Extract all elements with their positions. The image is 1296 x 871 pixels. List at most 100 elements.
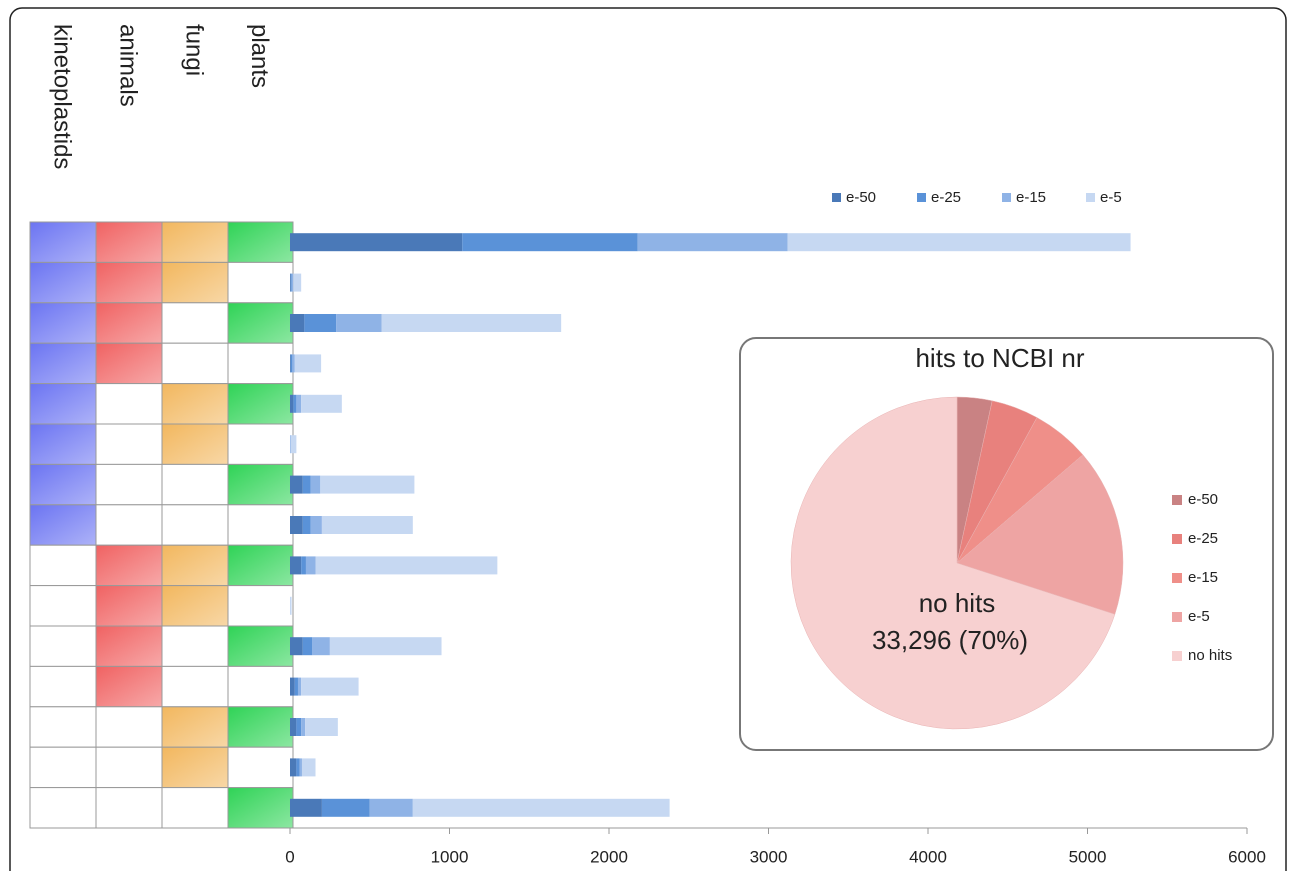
bar-segment xyxy=(291,273,294,292)
presence-cell xyxy=(161,625,229,667)
presence-cell xyxy=(29,787,97,829)
bar-segment xyxy=(381,314,562,332)
bar-segment xyxy=(301,394,342,413)
legend-label: e-25 xyxy=(931,189,961,206)
bar-segment xyxy=(787,233,1131,252)
legend-label: e-50 xyxy=(1188,491,1218,508)
presence-cell xyxy=(29,504,97,546)
bar-segment xyxy=(315,556,498,575)
pie-slice xyxy=(956,454,1124,615)
legend-label: e-5 xyxy=(1188,608,1210,625)
bar-segment xyxy=(290,354,291,373)
legend-label: e-15 xyxy=(1188,569,1218,586)
bar-segment xyxy=(310,516,322,534)
bar-segment xyxy=(290,435,291,454)
legend-swatch xyxy=(832,193,841,202)
slice-value-label: 33,296 (70%) xyxy=(872,625,1028,655)
column-label: kinetoplastids xyxy=(49,24,76,169)
bar-segment xyxy=(290,556,302,575)
presence-cell xyxy=(161,787,229,829)
presence-cell xyxy=(29,625,97,667)
presence-cell xyxy=(29,261,97,304)
presence-cell xyxy=(161,221,229,263)
presence-cell xyxy=(227,746,294,789)
bar-segment xyxy=(369,798,413,817)
bar-segment xyxy=(290,435,297,454)
bar-segment xyxy=(412,798,670,817)
presence-cell xyxy=(29,342,97,385)
presence-cell xyxy=(227,706,294,748)
bar-segment xyxy=(297,677,302,696)
presence-cell xyxy=(161,544,229,587)
presence-cell xyxy=(161,665,229,708)
bar-segment xyxy=(302,516,311,534)
presence-cell xyxy=(95,261,163,304)
presence-cell xyxy=(161,706,229,748)
bar-segment xyxy=(294,354,322,373)
slice-name: no hits xyxy=(919,588,996,618)
bar-segment xyxy=(336,314,382,332)
bar-segment xyxy=(296,394,302,413)
bar-segment xyxy=(312,637,330,656)
presence-cell xyxy=(161,423,229,465)
bar-segment xyxy=(290,314,305,332)
presence-cell xyxy=(227,625,294,667)
presence-cell xyxy=(227,423,294,465)
legend-label: e-5 xyxy=(1100,189,1122,206)
bar-segment xyxy=(290,677,295,696)
presence-cell xyxy=(29,585,97,627)
bar-segment xyxy=(301,758,316,777)
legend-swatch xyxy=(1172,612,1182,622)
presence-cell xyxy=(161,342,229,385)
x-tick-label: 0 xyxy=(285,847,294,866)
presence-cell xyxy=(227,383,294,425)
pie-title: hits to NCBI nr xyxy=(915,343,1084,373)
presence-cell xyxy=(227,787,294,829)
bar-segment xyxy=(290,516,303,534)
bar-segment xyxy=(290,475,303,494)
x-tick-label: 4000 xyxy=(909,847,947,866)
bar-segment xyxy=(301,718,306,736)
bar-segment xyxy=(462,233,638,252)
presence-cell xyxy=(95,706,163,748)
presence-cell xyxy=(95,665,163,708)
presence-cell xyxy=(161,585,229,627)
bar-segment xyxy=(302,637,313,656)
presence-cell xyxy=(95,504,163,546)
legend-swatch xyxy=(1172,534,1182,544)
presence-cell xyxy=(29,423,97,465)
bar-segment xyxy=(321,798,370,817)
bar-segment xyxy=(304,314,337,332)
bar-segment xyxy=(290,394,294,413)
presence-cell xyxy=(95,383,163,425)
presence-cell xyxy=(29,746,97,789)
presence-cell xyxy=(161,261,229,304)
presence-cell xyxy=(29,544,97,587)
bar-segment xyxy=(290,637,303,656)
column-label: animals xyxy=(115,24,142,107)
bar-segment xyxy=(321,516,413,534)
presence-cell xyxy=(227,221,294,263)
legend-label: no hits xyxy=(1188,647,1232,664)
legend-swatch xyxy=(917,193,926,202)
presence-cell xyxy=(95,463,163,506)
bar-segment xyxy=(290,758,297,777)
bar-segment xyxy=(292,354,295,373)
bar-segment xyxy=(290,798,322,817)
bar-segment xyxy=(290,354,293,373)
presence-cell xyxy=(161,463,229,506)
frame xyxy=(9,7,1287,871)
presence-cell xyxy=(29,383,97,425)
bar-segment xyxy=(290,233,463,252)
bar-segment xyxy=(290,273,292,292)
x-tick-label: 3000 xyxy=(750,847,788,866)
bar-segment xyxy=(290,273,291,292)
presence-cell xyxy=(95,585,163,627)
bar-segment xyxy=(299,758,302,777)
bar-segment xyxy=(320,475,415,494)
presence-cell xyxy=(95,625,163,667)
bar-segment xyxy=(310,475,321,494)
presence-cell xyxy=(29,665,97,708)
